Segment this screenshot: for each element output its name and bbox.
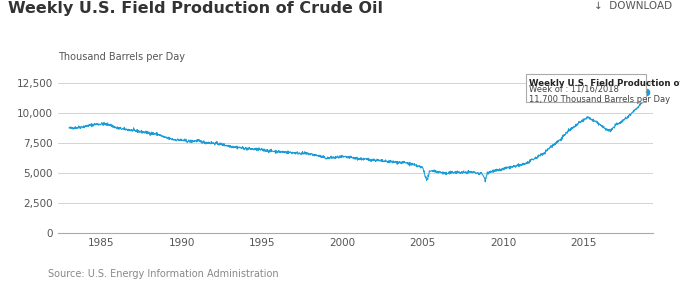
FancyBboxPatch shape bbox=[526, 74, 647, 102]
Text: Weekly U.S. Field Production of Crude Oil: Weekly U.S. Field Production of Crude Oi… bbox=[8, 1, 383, 16]
Text: ↓  DOWNLOAD: ↓ DOWNLOAD bbox=[594, 1, 672, 11]
Text: Source: U.S. Energy Information Administration: Source: U.S. Energy Information Administ… bbox=[48, 269, 278, 279]
Text: Thousand Barrels per Day: Thousand Barrels per Day bbox=[58, 52, 185, 62]
Text: Week of : 11/16/2018
11,700 Thousand Barrels per Day: Week of : 11/16/2018 11,700 Thousand Bar… bbox=[529, 84, 670, 104]
Text: Weekly U.S. Field Production of Crude Oil: Weekly U.S. Field Production of Crude Oi… bbox=[529, 79, 680, 88]
